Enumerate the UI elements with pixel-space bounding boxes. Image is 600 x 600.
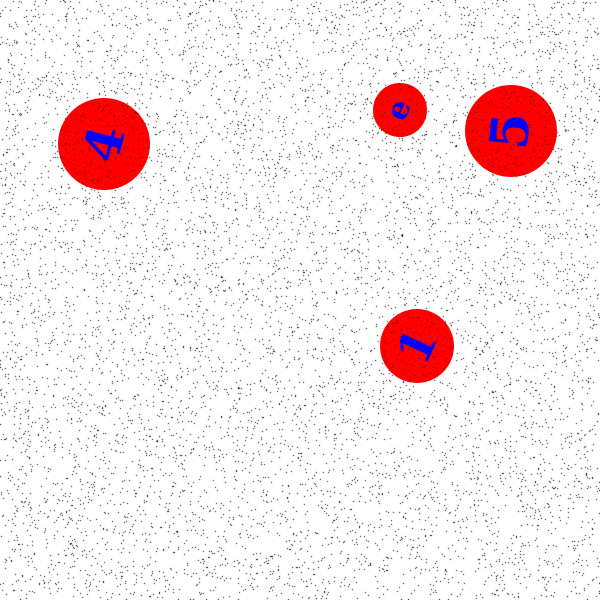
circle-e[interactable]: e [373, 83, 427, 137]
circle-label-4: 4 [70, 119, 137, 169]
circle-label-1: 1 [385, 320, 449, 372]
circle-label-5: 5 [478, 110, 543, 152]
circle-4[interactable]: 4 [58, 98, 150, 190]
circle-5[interactable]: 5 [465, 85, 557, 177]
circle-1[interactable]: 1 [380, 309, 454, 383]
circle-label-e: e [379, 93, 420, 126]
